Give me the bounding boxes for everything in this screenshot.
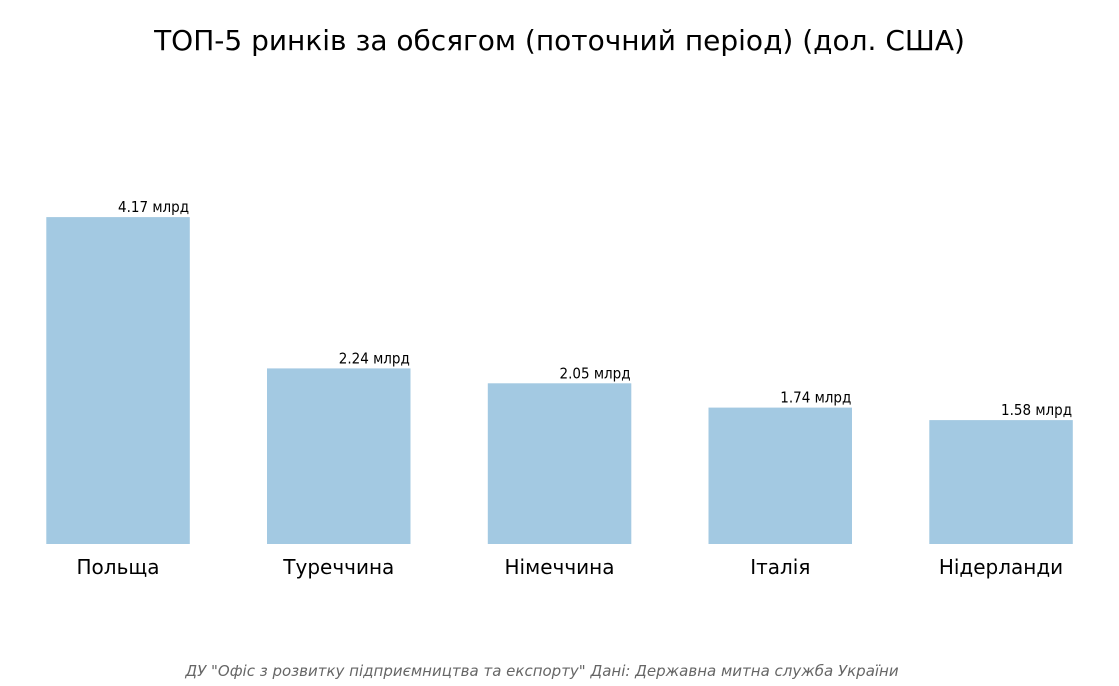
value-label-4: 1.74 млрд	[780, 389, 851, 407]
bar-1	[46, 217, 190, 544]
bars-group	[46, 217, 1073, 544]
category-label-2: Туреччина	[282, 555, 394, 579]
bar-5	[929, 420, 1073, 544]
bar-4	[708, 407, 852, 544]
value-label-5: 1.58 млрд	[1001, 401, 1072, 419]
category-labels-group: Польща Туреччина Німеччина Італія Нідерланди	[77, 555, 1064, 579]
value-labels-group: 4.17 млрд 2.24 млрд 2.05 млрд 1.74 млрд 1.58…	[118, 198, 1072, 419]
value-label-1: 4.17 млрд	[118, 198, 189, 216]
source-note: ДУ "Офіс з розвитку підприємництва та ек…	[184, 662, 898, 680]
category-label-5: Нідерланди	[939, 555, 1063, 579]
bar-2	[267, 368, 411, 544]
bar-3	[487, 383, 632, 544]
chart-title: ТОП-5 ринків за обсягом (поточний період…	[153, 24, 965, 57]
value-label-3: 2.05 млрд	[560, 364, 631, 382]
category-label-4: Італія	[750, 555, 810, 579]
category-label-1: Польща	[77, 555, 160, 579]
category-label-3: Німеччина	[505, 555, 615, 579]
value-label-2: 2.24 млрд	[339, 349, 410, 367]
